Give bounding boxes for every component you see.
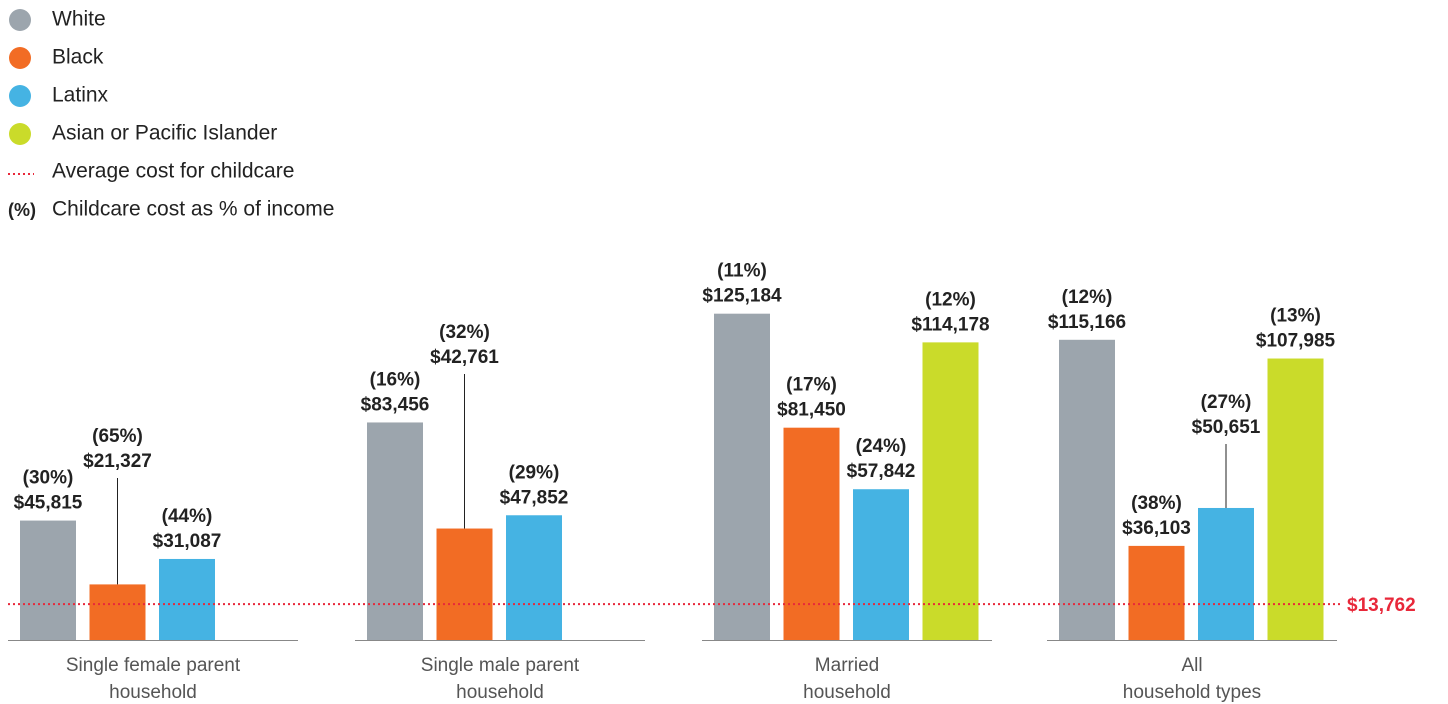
bar <box>367 422 423 640</box>
bar <box>506 515 562 640</box>
bar <box>714 313 770 640</box>
legend-swatch <box>9 9 31 31</box>
percent-label: (13%) <box>1270 306 1321 327</box>
bar <box>159 558 215 640</box>
percent-label: (65%) <box>92 426 143 447</box>
x-tick-label: household <box>456 682 544 703</box>
x-tick-label: All <box>1181 655 1202 676</box>
data-label: $36,103 <box>1122 518 1191 539</box>
percent-label: (24%) <box>856 436 907 457</box>
data-label: $45,815 <box>14 493 83 514</box>
x-tick-label: Single female parent <box>66 655 241 676</box>
bar <box>1128 545 1185 640</box>
percent-label: (32%) <box>439 322 490 343</box>
x-tick-label: Single male parent <box>421 655 580 676</box>
data-label: $31,087 <box>153 531 222 552</box>
legend: White Black Latinx Asian or Pacific Islande… <box>8 8 334 221</box>
x-tick-label: household <box>803 682 891 703</box>
percent-label: (12%) <box>925 289 976 310</box>
legend-label: Latinx <box>52 84 109 107</box>
bar <box>89 584 146 640</box>
data-label: $125,184 <box>702 286 782 307</box>
plot: Single female parent household $45,815 (30%… <box>8 261 1416 703</box>
bar <box>853 489 909 640</box>
bar <box>1198 507 1254 640</box>
percent-label: (44%) <box>162 506 213 527</box>
percent-key-symbol: (%) <box>8 200 36 220</box>
legend-label: Average cost for childcare <box>52 160 294 183</box>
data-label: $47,852 <box>500 487 569 508</box>
reference-label: $13,762 <box>1347 595 1416 616</box>
bar <box>1059 339 1115 640</box>
legend-swatch <box>9 47 31 69</box>
x-tick-label: household types <box>1123 682 1261 703</box>
percent-label: (29%) <box>509 462 560 483</box>
legend-label: Black <box>52 46 104 69</box>
data-label: $107,985 <box>1256 331 1336 352</box>
x-tick-label: household <box>109 682 197 703</box>
data-label: $83,456 <box>361 394 430 415</box>
bar <box>20 520 76 640</box>
data-label: $50,651 <box>1192 417 1261 438</box>
percent-label: (30%) <box>23 468 74 489</box>
bar <box>1267 358 1324 640</box>
percent-label: (38%) <box>1131 493 1182 514</box>
percent-label: (17%) <box>786 375 837 396</box>
data-label: $57,842 <box>847 461 916 482</box>
data-label: $21,327 <box>83 451 152 472</box>
percent-label: (11%) <box>717 261 767 282</box>
bar <box>436 528 493 640</box>
legend-swatch <box>9 85 31 107</box>
data-label: $115,166 <box>1048 312 1126 333</box>
percent-label: (27%) <box>1201 392 1252 413</box>
data-label: $114,178 <box>911 314 989 335</box>
x-tick-label: Married <box>815 655 879 676</box>
percent-label: (16%) <box>370 369 421 390</box>
data-label: $81,450 <box>777 400 846 421</box>
bar <box>783 427 840 640</box>
data-label: $42,761 <box>430 347 499 368</box>
bar <box>922 342 979 640</box>
legend-swatch <box>9 123 31 145</box>
legend-label: Childcare cost as % of income <box>52 198 334 221</box>
legend-label: Asian or Pacific Islander <box>52 122 277 145</box>
percent-label: (12%) <box>1062 287 1113 308</box>
legend-label: White <box>52 8 106 31</box>
